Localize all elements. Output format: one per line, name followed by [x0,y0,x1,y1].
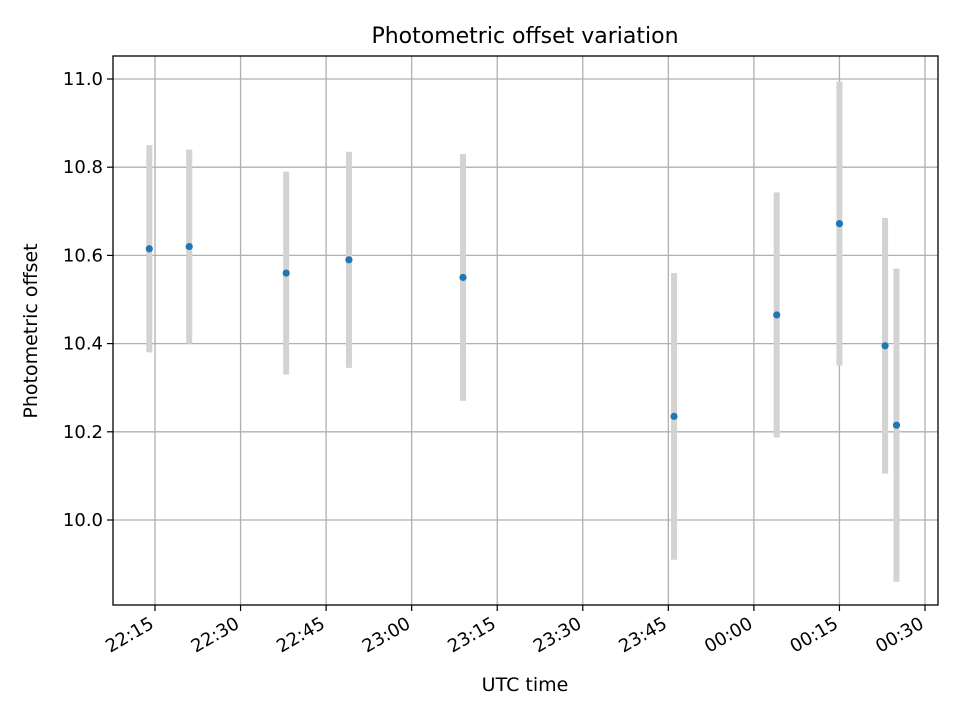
data-point [282,269,290,277]
x-tick-label: 23:30 [530,613,585,657]
chart-title: Photometric offset variation [371,24,678,49]
x-axis-label: UTC time [482,674,569,696]
x-tick-label: 22:15 [102,613,157,657]
x-tick-label: 00:00 [701,613,756,657]
data-point [345,256,353,264]
data-point [892,421,901,429]
y-tick-label: 10.4 [63,334,103,355]
y-axis-label: Photometric offset [20,243,42,418]
data-point [670,412,678,420]
y-axis-ticks: 10.0 10.2 10.4 10.6 10.8 11.0 [63,69,113,531]
data-point [835,220,844,228]
x-tick-label: 23:45 [615,613,670,657]
error-bars [146,81,900,582]
data-point [773,311,781,319]
x-tick-label: 22:45 [273,613,328,657]
y-tick-label: 10.2 [63,422,103,443]
x-tick-label: 22:30 [188,613,243,657]
data-point [881,342,889,350]
plot-frame [112,55,939,606]
x-axis-ticks: 22:15 22:30 22:45 23:00 23:15 23:30 23:45 00:00… [102,605,928,657]
x-tick-label: 23:00 [359,613,414,657]
y-tick-label: 10.8 [63,157,103,178]
grid-lines [113,56,938,605]
x-tick-label: 23:15 [444,613,499,657]
y-tick-label: 10.6 [63,245,103,266]
data-point [145,245,153,253]
data-point [185,242,193,251]
x-tick-label: 00:15 [787,613,842,657]
y-tick-label: 10.0 [63,510,103,531]
x-tick-label: 00:30 [872,613,927,657]
y-tick-label: 11.0 [63,69,103,90]
data-points [145,220,901,429]
data-point [459,273,467,282]
